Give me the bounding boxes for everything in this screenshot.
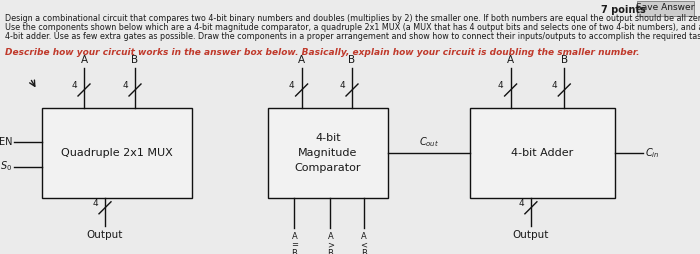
Text: Describe how your circuit works in the answer box below. Basically, explain how : Describe how your circuit works in the a…: [5, 48, 640, 57]
Text: Output: Output: [87, 230, 123, 240]
Text: 4: 4: [122, 82, 128, 90]
Text: 4: 4: [498, 82, 503, 90]
Text: Quadruple 2x1 MUX: Quadruple 2x1 MUX: [61, 148, 173, 158]
Text: Design a combinational circuit that compares two 4-bit binary numbers and double: Design a combinational circuit that comp…: [5, 14, 700, 23]
Text: A: A: [507, 55, 514, 65]
Text: 4-bit adder. Use as few extra gates as possible. Draw the components in a proper: 4-bit adder. Use as few extra gates as p…: [5, 32, 700, 41]
Text: $C_{out}$: $C_{out}$: [419, 135, 439, 149]
Text: Save Answer: Save Answer: [636, 4, 694, 12]
Text: 4: 4: [340, 82, 345, 90]
Text: 4: 4: [518, 199, 524, 208]
Text: A: A: [298, 55, 305, 65]
Text: B: B: [349, 55, 356, 65]
Text: 4: 4: [552, 82, 557, 90]
Text: 4: 4: [71, 82, 77, 90]
Text: 7 points: 7 points: [601, 5, 645, 15]
Text: 4: 4: [92, 199, 98, 208]
Text: $C_{in}$: $C_{in}$: [645, 146, 659, 160]
Text: Output: Output: [512, 230, 549, 240]
Text: B: B: [561, 55, 568, 65]
Text: 4-bit
Magnitude
Comparator: 4-bit Magnitude Comparator: [295, 133, 361, 173]
Text: A: A: [80, 55, 88, 65]
Text: A
<
B: A < B: [360, 232, 368, 254]
Bar: [42, 108, 192, 198]
Bar: [470, 108, 615, 198]
Text: EN: EN: [0, 137, 12, 147]
FancyBboxPatch shape: [637, 1, 694, 16]
Text: B: B: [132, 55, 139, 65]
Text: $S_0$: $S_0$: [0, 160, 12, 173]
Text: 4-bit Adder: 4-bit Adder: [512, 148, 573, 158]
Text: A
=
B: A = B: [291, 232, 298, 254]
Text: 4: 4: [289, 82, 295, 90]
Text: Use the components shown below which are a 4-bit magnitude comparator, a quadrup: Use the components shown below which are…: [5, 23, 700, 32]
Bar: [268, 108, 388, 198]
Text: A
>
B: A > B: [327, 232, 334, 254]
